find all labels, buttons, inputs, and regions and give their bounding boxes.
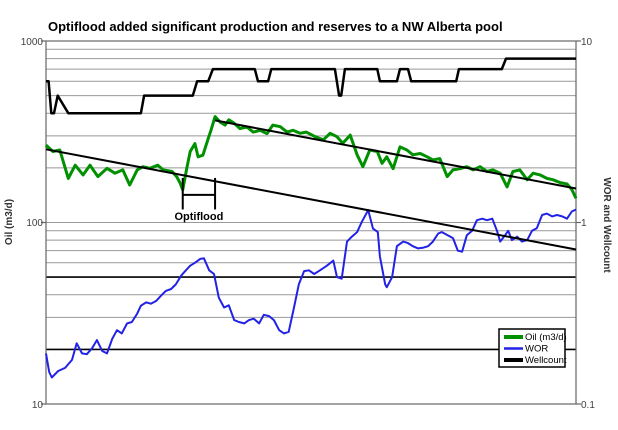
left-axis-title: Oil (m3/d) [4, 199, 15, 245]
series-wellcount [46, 57, 576, 115]
series-decline-pre [45, 148, 577, 251]
left-tick-1000: 1000 [21, 37, 44, 48]
legend-label-wor: WOR [525, 344, 548, 355]
legend: Oil (m3/d) WOR Wellcount [498, 328, 567, 368]
series-wor [45, 208, 577, 379]
series-oil [44, 115, 578, 199]
right-tick-10: 10 [581, 37, 593, 48]
series-lines [44, 57, 578, 379]
series-decline-post [214, 119, 577, 190]
axis-ticks [41, 40, 581, 405]
chart-title: Optiflood added significant production a… [48, 19, 503, 34]
left-tick-10: 10 [32, 400, 44, 411]
optiflood-bracket [181, 177, 217, 210]
legend-label-oil: Oil (m3/d) [525, 332, 567, 343]
right-tick-01: 0.1 [581, 400, 595, 411]
optiflood-annotation-label: Optiflood [174, 211, 223, 223]
legend-label-wellcount: Wellcount [525, 355, 567, 366]
right-tick-1: 1 [581, 218, 587, 229]
right-axis-title: WOR and Wellcount [601, 177, 612, 273]
left-tick-100: 100 [26, 218, 43, 229]
